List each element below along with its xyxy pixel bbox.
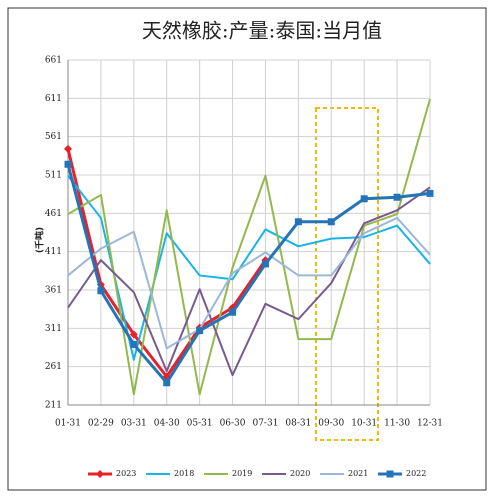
marker — [261, 260, 269, 268]
y-axis-label: (千吨) — [34, 227, 46, 253]
series-line — [67, 216, 431, 350]
marker — [426, 189, 434, 197]
marker — [229, 308, 237, 316]
x-tick-label: 10-31 — [351, 419, 377, 429]
x-tick-label: 09-30 — [318, 419, 344, 429]
highlight-box — [315, 107, 379, 441]
x-tick-label: 02-29 — [88, 419, 114, 429]
y-tick-label: 461 — [45, 209, 62, 219]
x-tick-label: 01-31 — [55, 419, 81, 429]
x-tick-label: 07-31 — [252, 419, 278, 429]
marker — [163, 379, 171, 387]
series-line — [67, 98, 431, 396]
marker — [129, 330, 138, 339]
y-tick-label: 411 — [45, 247, 62, 257]
legend-label: 2018 — [174, 469, 194, 478]
x-tick-label: 08-31 — [285, 419, 311, 429]
y-tick-label: 361 — [45, 286, 62, 296]
marker — [393, 193, 401, 201]
legend-label: 2021 — [348, 469, 368, 478]
legend-label: 2020 — [290, 469, 310, 478]
y-tick-label: 261 — [45, 362, 62, 372]
chart-border — [7, 7, 487, 491]
marker — [64, 160, 72, 168]
x-tick-label: 04-30 — [154, 419, 180, 429]
legend-label: 2022 — [406, 469, 426, 478]
x-tick-label: 12-31 — [417, 419, 443, 429]
y-tick-label: 211 — [45, 401, 62, 411]
y-tick-label: 611 — [45, 94, 62, 104]
series-line — [67, 186, 431, 377]
series-line — [66, 163, 431, 385]
x-tick-label: 11-30 — [384, 419, 410, 429]
marker — [64, 144, 72, 153]
legend-label: 2023 — [116, 469, 136, 478]
x-tick-label: 06-30 — [220, 419, 246, 429]
marker — [294, 218, 302, 226]
y-tick-label: 511 — [45, 171, 62, 181]
x-tick-label: 05-31 — [187, 419, 213, 429]
marker — [327, 218, 335, 226]
marker — [360, 195, 368, 203]
chart-title: 天然橡胶:产量:泰国:当月值 — [142, 19, 382, 43]
marker — [97, 287, 105, 295]
marker — [130, 340, 138, 348]
marker — [196, 327, 204, 335]
marker — [96, 470, 104, 478]
x-tick-label: 03-31 — [121, 419, 147, 429]
y-tick-label: 311 — [45, 324, 62, 334]
marker — [386, 470, 394, 478]
y-tick-label: 661 — [45, 56, 62, 66]
y-tick-label: 561 — [45, 132, 62, 142]
legend-label: 2019 — [232, 469, 252, 478]
